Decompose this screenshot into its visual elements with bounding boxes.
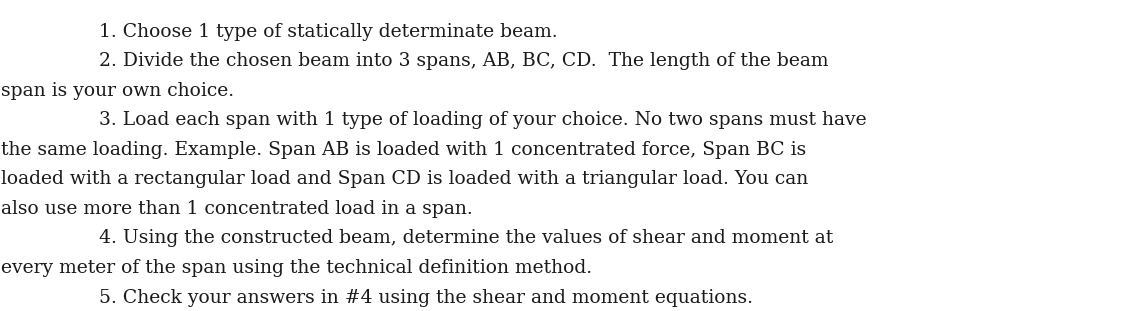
Text: loaded with a rectangular load and Span CD is loaded with a triangular load. You: loaded with a rectangular load and Span … [1, 170, 809, 188]
Text: 5. Check your answers in #4 using the shear and moment equations.: 5. Check your answers in #4 using the sh… [99, 289, 753, 307]
Text: 3. Load each span with 1 type of loading of your choice. No two spans must have: 3. Load each span with 1 type of loading… [99, 111, 866, 129]
Text: 2. Divide the chosen beam into 3 spans, AB, BC, CD.  The length of the beam: 2. Divide the chosen beam into 3 spans, … [99, 52, 829, 70]
Text: 1. Choose 1 type of statically determinate beam.: 1. Choose 1 type of statically determina… [99, 22, 557, 40]
Text: also use more than 1 concentrated load in a span.: also use more than 1 concentrated load i… [1, 200, 473, 218]
Text: span is your own choice.: span is your own choice. [1, 82, 235, 100]
Text: 4. Using the constructed beam, determine the values of shear and moment at: 4. Using the constructed beam, determine… [99, 230, 833, 248]
Text: the same loading. Example. Span AB is loaded with 1 concentrated force, Span BC : the same loading. Example. Span AB is lo… [1, 141, 807, 159]
Text: every meter of the span using the technical definition method.: every meter of the span using the techni… [1, 259, 592, 277]
